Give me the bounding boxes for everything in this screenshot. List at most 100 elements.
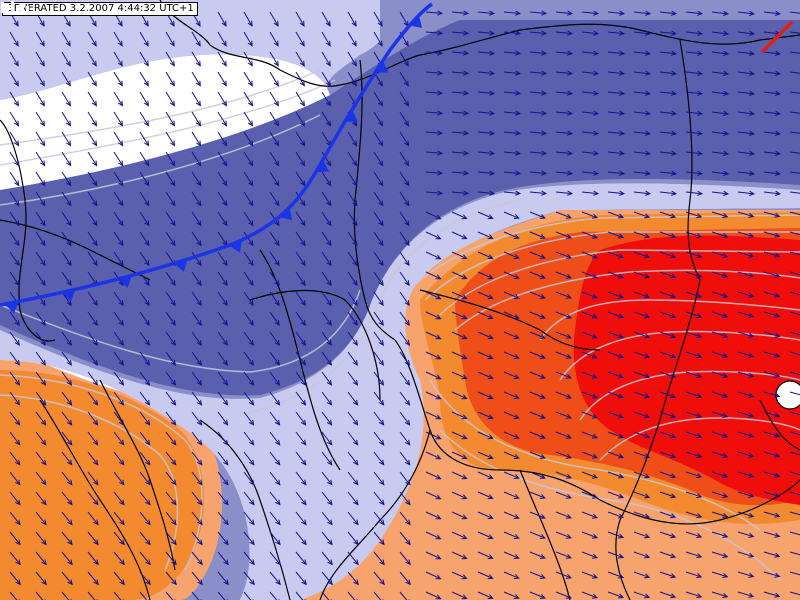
wind-arrow-icon	[555, 111, 572, 115]
wind-arrow-icon	[789, 591, 800, 596]
wind-arrowhead-icon	[748, 372, 755, 378]
wind-arrowhead-icon	[379, 539, 385, 546]
wind-arrow-icon	[243, 251, 254, 266]
wind-arrowhead-icon	[403, 120, 410, 127]
wind-arrow-icon	[321, 251, 332, 266]
wind-arrow-icon	[165, 351, 176, 366]
wind-arrow-icon	[581, 571, 598, 579]
wind-arrow-icon	[555, 151, 572, 155]
wind-arrowhead-icon	[40, 379, 47, 386]
wind-arrow-icon	[269, 391, 280, 406]
wind-arrow-icon	[269, 331, 280, 346]
wind-arrowhead-icon	[40, 439, 47, 446]
wind-arrowhead-icon	[644, 373, 651, 379]
wind-arrowhead-icon	[13, 120, 20, 127]
wind-arrow-icon	[685, 511, 702, 518]
wind-arrowhead-icon	[774, 130, 782, 136]
wind-arrow-icon	[243, 191, 254, 206]
wind-arrow-icon	[269, 411, 280, 426]
wind-arrow-icon	[269, 571, 281, 585]
wind-arrow-icon	[165, 391, 176, 406]
wind-arrow-icon	[659, 191, 676, 195]
wind-arrow-icon	[685, 571, 702, 578]
wind-arrow-icon	[685, 251, 702, 258]
wind-arrow-icon	[321, 351, 332, 366]
wind-arrow-icon	[35, 191, 46, 206]
southwest-orange-field	[0, 370, 204, 600]
wind-arrowhead-icon	[119, 539, 125, 546]
wind-arrow-icon	[191, 431, 203, 446]
wind-arrowhead-icon	[774, 272, 781, 278]
wind-arrowhead-icon	[118, 220, 124, 227]
wind-arrow-icon	[35, 171, 46, 186]
wind-arrow-icon	[87, 251, 98, 266]
wind-arrowhead-icon	[489, 30, 496, 36]
wind-arrow-icon	[61, 251, 72, 266]
wind-arrow-icon	[425, 231, 441, 240]
wind-arrowhead-icon	[15, 479, 21, 486]
wind-arrow-icon	[503, 111, 520, 115]
wind-arrowhead-icon	[565, 533, 572, 539]
wind-arrowhead-icon	[41, 539, 47, 546]
wind-arrow-icon	[425, 291, 441, 300]
wind-arrowhead-icon	[539, 393, 546, 399]
wind-arrow-icon	[763, 411, 780, 417]
wind-arrowhead-icon	[404, 340, 410, 346]
wind-arrowhead-icon	[722, 472, 729, 478]
wind-arrow-icon	[191, 171, 202, 186]
wind-arrow-icon	[711, 351, 728, 358]
wind-arrow-icon	[321, 11, 331, 27]
wind-arrow-icon	[529, 311, 546, 319]
wind-arrowhead-icon	[748, 252, 755, 258]
wind-arrow-icon	[399, 571, 411, 585]
wind-arrow-icon	[347, 451, 359, 465]
wind-arrow-icon	[529, 531, 546, 539]
wind-arrow-icon	[113, 531, 125, 545]
wind-arrowhead-icon	[593, 130, 600, 136]
wind-arrowhead-icon	[513, 254, 520, 259]
wind-arrowhead-icon	[222, 200, 228, 207]
wind-arrowhead-icon	[196, 180, 202, 187]
wind-arrow-icon	[555, 71, 572, 75]
northern-white-field	[0, 54, 330, 190]
wind-arrow-icon	[373, 31, 383, 47]
wind-arrowhead-icon	[67, 499, 73, 506]
wind-arrow-icon	[425, 91, 442, 94]
wind-arrow-icon	[737, 351, 754, 358]
wind-arrowhead-icon	[515, 50, 522, 56]
wind-arrow-icon	[165, 511, 177, 525]
wind-arrow-icon	[477, 391, 493, 399]
wind-arrow-icon	[711, 131, 728, 135]
wind-arrow-icon	[87, 411, 98, 426]
wind-arrow-icon	[295, 251, 306, 266]
wind-arrowhead-icon	[722, 412, 729, 418]
wind-arrow-icon	[269, 231, 280, 246]
northern-pale-field	[0, 0, 391, 100]
wind-arrow-icon	[35, 571, 47, 585]
wind-arrowhead-icon	[275, 579, 281, 586]
wind-arrow-icon	[711, 331, 728, 338]
wind-arrowhead-icon	[15, 579, 21, 586]
wind-arrowhead-icon	[404, 419, 411, 426]
wind-arrowhead-icon	[118, 200, 124, 207]
wind-arrowhead-icon	[326, 379, 333, 386]
wind-arrow-icon	[555, 331, 572, 339]
wind-arrow-icon	[373, 311, 384, 326]
wind-arrow-icon	[347, 71, 357, 86]
wind-arrowhead-icon	[513, 554, 520, 559]
wind-arrow-icon	[9, 491, 21, 505]
wind-arrow-icon	[633, 131, 650, 135]
wind-arrow-icon	[373, 151, 384, 166]
wind-arrow-icon	[35, 411, 46, 426]
wind-arrow-icon	[633, 231, 650, 238]
wind-arrow-icon	[399, 111, 409, 126]
wind-arrowhead-icon	[696, 233, 703, 239]
wind-arrow-icon	[113, 71, 123, 86]
wind-arrowhead-icon	[697, 10, 704, 16]
wind-arrowhead-icon	[67, 459, 73, 466]
wind-arrow-icon	[9, 191, 20, 206]
wind-arrow-icon	[191, 231, 202, 246]
wind-arrow-icon	[243, 311, 254, 326]
wind-arrow-icon	[373, 251, 384, 266]
wind-arrow-icon	[191, 71, 201, 86]
